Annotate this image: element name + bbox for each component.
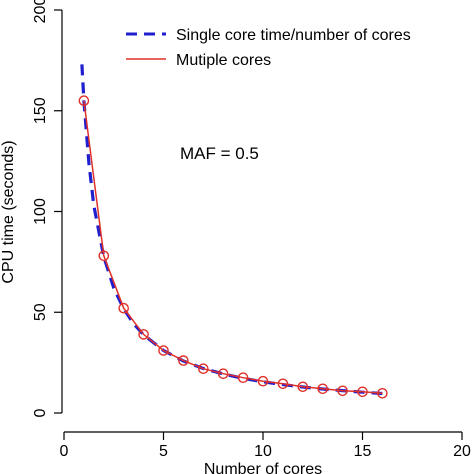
legend-label-multiple-cores: Mutiple cores xyxy=(176,52,271,69)
multiple-cores-point xyxy=(178,355,189,366)
multiple-cores-point xyxy=(337,385,348,397)
x-tick-label: 5 xyxy=(159,443,168,460)
y-axis-title: CPU time (seconds) xyxy=(0,140,17,283)
legend: Single core time/number of cores Mutiple… xyxy=(126,27,411,69)
x-tick-label: 10 xyxy=(254,443,272,460)
plot-area xyxy=(78,64,388,399)
maf-annotation: MAF = 0.5 xyxy=(180,144,259,163)
y-tick-label: 0 xyxy=(32,408,49,417)
y-tick-label: 200 xyxy=(32,0,49,23)
x-axis-title: Number of cores xyxy=(204,461,322,474)
multiple-cores-point xyxy=(78,95,90,106)
x-tick-label: 0 xyxy=(60,443,69,460)
multiple-cores-point xyxy=(377,387,388,399)
multiple-cores-point xyxy=(98,250,110,262)
multiple-cores-point xyxy=(317,383,329,395)
y-tick-label: 50 xyxy=(32,303,49,321)
multiple-cores-point xyxy=(217,368,229,380)
multiple-cores-point xyxy=(297,381,309,393)
y-tick-label: 100 xyxy=(32,198,49,225)
multiple-cores-point xyxy=(357,386,368,398)
multiple-cores-point xyxy=(197,363,209,375)
multiple-cores-point xyxy=(118,302,129,314)
legend-label-single-core: Single core time/number of cores xyxy=(176,27,411,44)
multiple-cores-point xyxy=(158,345,169,356)
y-ticks: 0 50 100 150 200 xyxy=(32,0,62,417)
series-single-core-line xyxy=(80,64,383,396)
multiple-cores-point xyxy=(257,375,269,387)
x-tick-label: 15 xyxy=(354,443,372,460)
y-tick-label: 150 xyxy=(32,97,49,124)
x-tick-label: 20 xyxy=(453,443,471,460)
series-multiple-cores-line xyxy=(83,100,383,395)
multiple-cores-point xyxy=(277,378,289,390)
multiple-cores-point xyxy=(237,372,249,384)
x-ticks: 0 5 10 15 20 xyxy=(60,432,471,460)
multiple-cores-point xyxy=(138,329,149,340)
